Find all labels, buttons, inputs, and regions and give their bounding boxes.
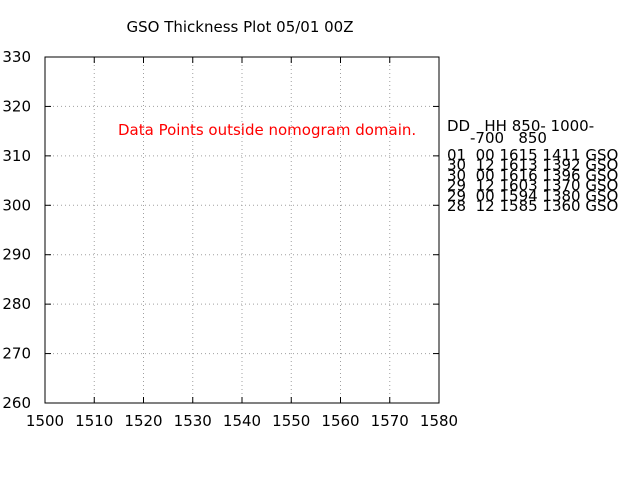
- x-tick-label: 1570: [371, 412, 409, 430]
- x-tick-label: 1550: [272, 412, 310, 430]
- y-tick-label: 300: [2, 196, 31, 214]
- y-tick-label: 310: [2, 147, 31, 165]
- plot-frame: [44, 56, 440, 404]
- table-row: 30 00 1616 1396 GSO: [447, 166, 618, 184]
- table-row: 29 12 1603 1370 GSO: [447, 177, 618, 195]
- chart-title: GSO Thickness Plot 05/01 00Z: [126, 18, 353, 36]
- x-tick-label: 1520: [124, 412, 162, 430]
- x-tick-label: 1560: [321, 412, 359, 430]
- y-tick-label: 320: [2, 97, 31, 115]
- y-tick-label: 260: [2, 394, 31, 412]
- table-header: DD HH 850- 1000-: [447, 117, 594, 135]
- x-tick-label: 1540: [223, 412, 261, 430]
- y-tick-label: 330: [2, 48, 31, 66]
- table-header: -700 850: [470, 129, 547, 147]
- y-tick-label: 290: [2, 246, 31, 264]
- annotation: Data Points outside nomogram domain.: [118, 121, 416, 139]
- y-tick-label: 280: [2, 295, 31, 313]
- x-tick-label: 1580: [420, 412, 458, 430]
- x-tick-label: 1510: [75, 412, 113, 430]
- table-row: 01 00 1615 1411 GSO: [447, 146, 618, 164]
- table-row: 29 00 1594 1380 GSO: [447, 187, 618, 205]
- x-tick-label: 1500: [26, 412, 64, 430]
- x-tick-label: 1530: [174, 412, 212, 430]
- table-row: 30 12 1613 1392 GSO: [447, 156, 618, 174]
- y-tick-label: 270: [2, 345, 31, 363]
- table-row: 28 12 1585 1360 GSO: [447, 197, 618, 215]
